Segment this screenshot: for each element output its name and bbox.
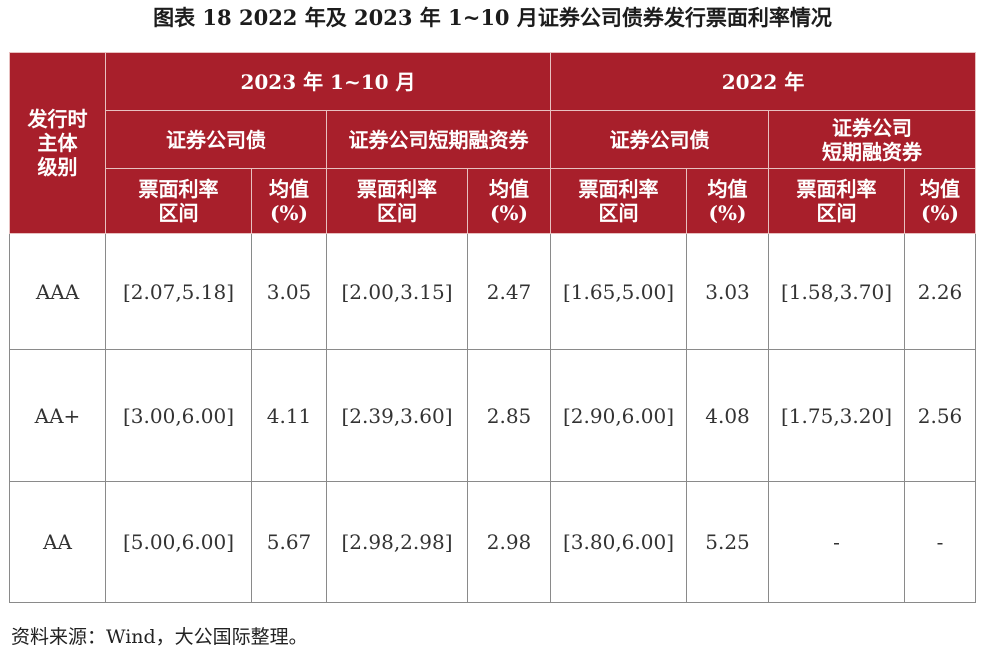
- table-cell: 4.11: [251, 349, 327, 482]
- table-cell: [2.98,2.98]: [326, 481, 468, 603]
- table-cell: [5.00,6.00]: [105, 481, 252, 603]
- mean-header: 均值 (%): [467, 168, 551, 234]
- rating-cell: AA: [9, 481, 106, 603]
- table-cell: [3.80,6.00]: [550, 481, 687, 603]
- period-header-2023: 2023 年 1~10 月: [105, 52, 551, 111]
- group-header: 证券公司短期融资券: [326, 110, 551, 169]
- rating-header: 发行时 主体 级别: [9, 52, 106, 234]
- mean-header: 均值 (%): [686, 168, 769, 234]
- rating-cell: AAA: [9, 233, 106, 350]
- group-header: 证券公司 短期融资券: [767, 110, 977, 169]
- table-cell: 5.25: [686, 481, 769, 603]
- table-cell: 3.03: [686, 233, 769, 350]
- range-header: 票面利率 区间: [326, 168, 468, 234]
- table-cell: -: [768, 481, 905, 603]
- mean-header: 均值 (%): [903, 168, 977, 234]
- table-cell: [2.00,3.15]: [326, 233, 468, 350]
- table-cell: 2.47: [467, 233, 551, 350]
- table-cell: [2.39,3.60]: [326, 349, 468, 482]
- table-cell: [3.00,6.00]: [105, 349, 252, 482]
- table-cell: 2.56: [903, 349, 977, 482]
- rating-cell: AA+: [9, 349, 106, 482]
- range-header: 票面利率 区间: [105, 168, 252, 234]
- group-header: 证券公司债: [550, 110, 769, 169]
- table-cell: [1.65,5.00]: [550, 233, 687, 350]
- table-cell: 5.67: [251, 481, 327, 603]
- table-row: AA [5.00,6.00] 5.67 [2.98,2.98] 2.98 [3.…: [9, 481, 977, 603]
- table-cell: -: [903, 481, 977, 603]
- group-header: 证券公司债: [105, 110, 327, 169]
- table-cell: 2.26: [903, 233, 977, 350]
- table-cell: 3.05: [251, 233, 327, 350]
- period-header-2022: 2022 年: [549, 52, 977, 111]
- table-row: AAA [2.07,5.18] 3.05 [2.00,3.15] 2.47 [1…: [9, 233, 977, 350]
- table-title: 图表 18 2022 年及 2023 年 1~10 月证券公司债券发行票面利率情…: [153, 5, 832, 30]
- coupon-rate-table: 发行时 主体 级别 2023 年 1~10 月 2022 年 证券公司债 证券公…: [9, 52, 977, 603]
- table-cell: 2.85: [467, 349, 551, 482]
- range-header: 票面利率 区间: [768, 168, 905, 234]
- source-note: 资料来源：Wind，大公国际整理。: [11, 626, 308, 648]
- table-cell: [2.07,5.18]: [105, 233, 252, 350]
- range-header: 票面利率 区间: [550, 168, 687, 234]
- table-cell: [1.75,3.20]: [768, 349, 905, 482]
- table-cell: 2.98: [467, 481, 551, 603]
- table-cell: 4.08: [686, 349, 769, 482]
- table-cell: [2.90,6.00]: [550, 349, 687, 482]
- table-cell: [1.58,3.70]: [768, 233, 905, 350]
- mean-header: 均值 (%): [251, 168, 327, 234]
- table-row: AA+ [3.00,6.00] 4.11 [2.39,3.60] 2.85 [2…: [9, 349, 977, 482]
